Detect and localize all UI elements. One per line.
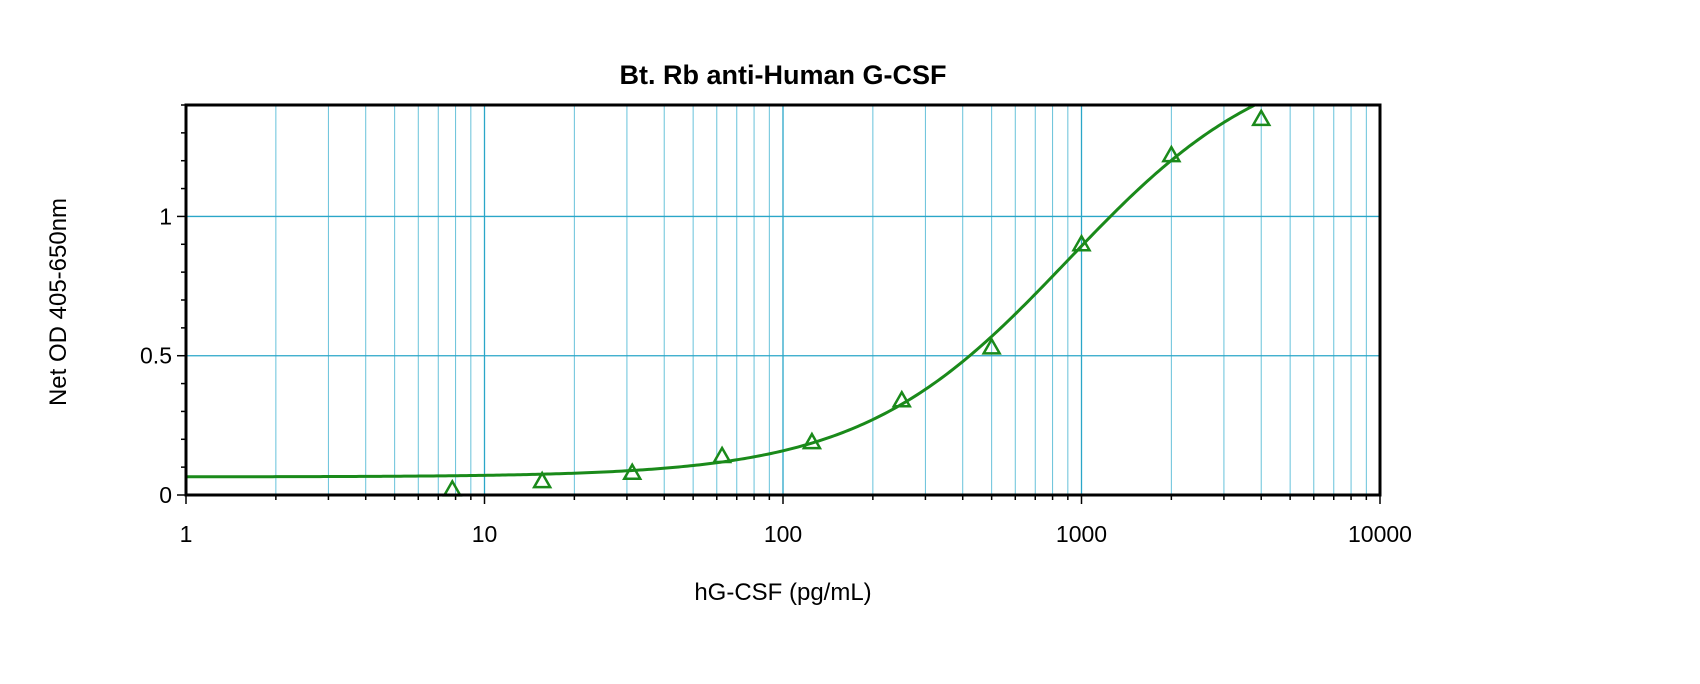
plot-frame	[184, 103, 1382, 497]
data-point	[711, 445, 733, 464]
data-point	[1161, 144, 1182, 163]
data-point	[981, 336, 1002, 355]
x-tick-label: 1000	[1056, 521, 1107, 547]
axis-ticks	[177, 104, 1381, 504]
data-point	[801, 431, 823, 450]
x-tick-labels: 1 10 100 1000 10000	[180, 521, 1412, 547]
data-points	[442, 108, 1272, 497]
x-tick-label: 10000	[1348, 521, 1412, 547]
y-axis-label: Net OD 405-650nm	[45, 198, 72, 406]
data-point	[531, 470, 553, 489]
data-point	[622, 462, 643, 480]
chart-title: Bt. Rb anti-Human G-CSF	[620, 60, 947, 90]
fit-curve	[185, 103, 1256, 479]
y-tick-label: 0.5	[140, 343, 172, 369]
data-point	[891, 389, 912, 408]
y-tick-label: 1	[159, 203, 172, 229]
grid	[186, 105, 1380, 495]
x-tick-label: 1	[180, 521, 193, 547]
x-tick-label: 100	[764, 521, 802, 547]
x-tick-label: 10	[472, 521, 498, 547]
y-tick-label: 0	[159, 482, 172, 508]
x-axis-label: hG-CSF (pg/mL)	[694, 579, 871, 606]
data-point	[1251, 108, 1272, 127]
data-point	[1071, 233, 1092, 252]
y-tick-labels: 00.51	[140, 203, 172, 508]
data-point	[442, 478, 463, 497]
